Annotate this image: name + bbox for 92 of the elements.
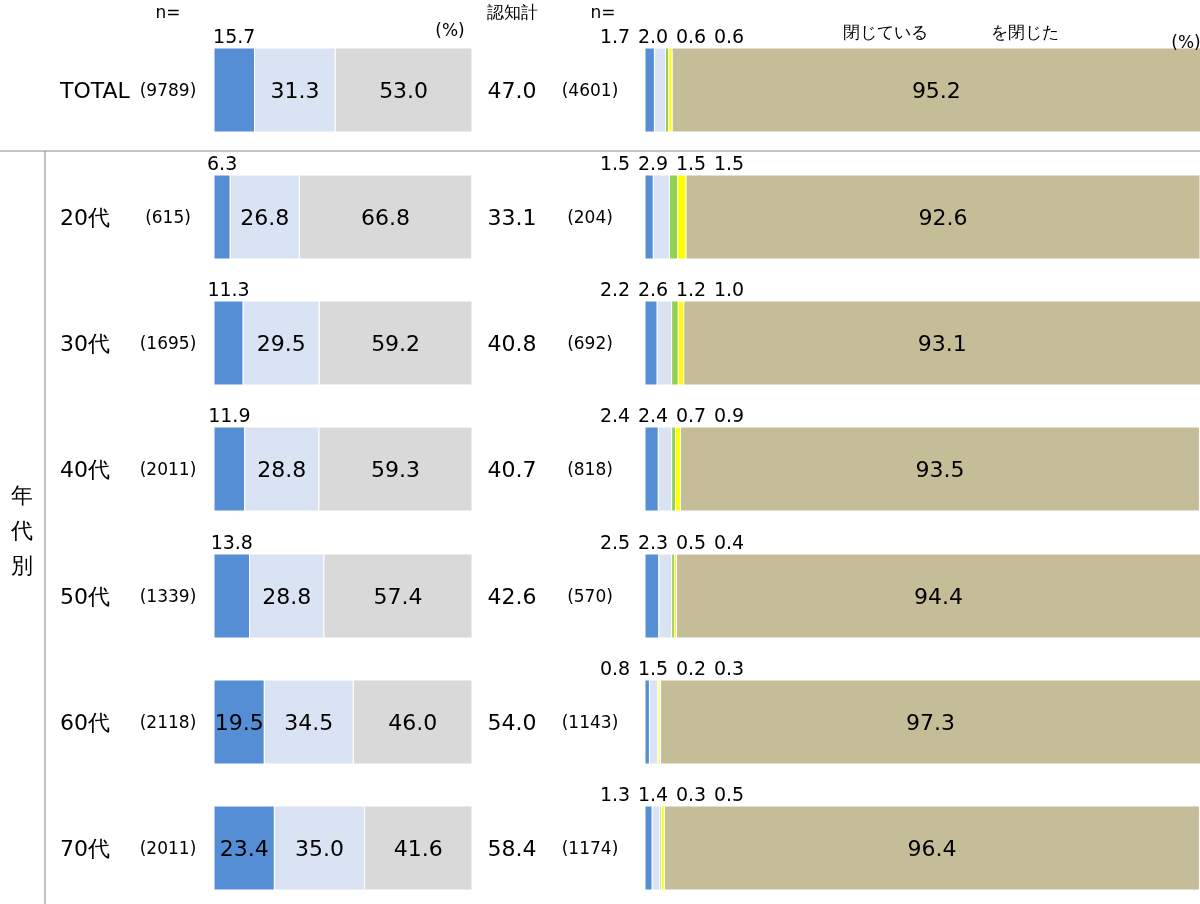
data-label: 2.0 — [637, 25, 669, 47]
text: 58.4 — [487, 835, 537, 861]
data-label: 29.5 — [256, 330, 306, 356]
text: (1174) — [561, 838, 619, 858]
data-label: 1.2 — [675, 278, 707, 300]
annotation: (%) — [435, 20, 465, 40]
data-label: 1.5 — [675, 152, 707, 174]
data-label: 0.6 — [675, 25, 707, 47]
data-label: 2.6 — [637, 278, 669, 300]
data-label: 26.8 — [240, 204, 290, 230]
data-label: 96.4 — [907, 835, 957, 861]
data-label: 1.3 — [599, 783, 631, 805]
text: (1143) — [561, 712, 619, 732]
text: 47.0 — [487, 77, 537, 103]
data-label: 0.3 — [675, 783, 707, 805]
data-label: 0.6 — [713, 25, 745, 47]
y-tick-label: 30代 — [60, 330, 110, 356]
annotation: (%) — [1171, 32, 1200, 52]
data-label: 0.5 — [675, 531, 707, 553]
data-label: 92.6 — [918, 204, 968, 230]
annotation: 閉じている — [842, 22, 928, 42]
text: 40.7 — [487, 456, 537, 482]
data-label: 2.4 — [599, 404, 631, 426]
text: (4601) — [561, 80, 619, 100]
annotation: を閉じた — [991, 22, 1059, 42]
text: 認知計 — [486, 2, 538, 22]
data-label: 46.0 — [388, 709, 438, 735]
text: (2011) — [139, 459, 197, 479]
data-label: 59.3 — [371, 456, 420, 482]
data-label: 94.4 — [914, 583, 964, 609]
text: 42.6 — [487, 583, 537, 609]
text: (692) — [567, 333, 613, 353]
data-label: 93.1 — [917, 330, 967, 356]
data-label: 28.8 — [262, 583, 312, 609]
y-tick-label: TOTAL — [59, 77, 131, 103]
data-label: 35.0 — [295, 835, 345, 861]
text: 40.8 — [487, 330, 537, 356]
data-label: 31.3 — [270, 77, 320, 103]
data-label: 0.8 — [599, 657, 631, 679]
data-label: 19.5 — [214, 709, 264, 735]
data-label: 0.7 — [675, 404, 707, 426]
y-tick-label: 50代 — [60, 583, 110, 609]
data-label: 23.4 — [219, 835, 269, 861]
data-label: 2.5 — [599, 531, 631, 553]
text: (2011) — [139, 838, 197, 858]
y-tick-label: 20代 — [60, 204, 110, 230]
data-label: 0.4 — [713, 531, 745, 553]
y-tick-label: 40代 — [60, 456, 110, 482]
y-tick-label: 60代 — [60, 709, 110, 735]
text: (9789) — [139, 80, 197, 100]
text: 54.0 — [487, 709, 537, 735]
text: (570) — [567, 586, 613, 606]
data-label: 1.4 — [637, 783, 669, 805]
text: (615) — [145, 207, 191, 227]
data-label: 1.7 — [599, 25, 631, 47]
text: n= — [155, 2, 181, 22]
text: (2118) — [139, 712, 197, 732]
data-label: 6.3 — [207, 152, 238, 174]
data-label: 53.0 — [379, 77, 429, 103]
data-label: 59.2 — [371, 330, 421, 356]
data-label: 1.5 — [637, 657, 669, 679]
y-tick-label: 70代 — [60, 835, 110, 861]
data-label: 15.7 — [213, 25, 256, 47]
data-label: 34.5 — [284, 709, 334, 735]
data-label: 95.2 — [911, 77, 961, 103]
data-label: 0.9 — [713, 404, 745, 426]
data-label: 1.5 — [599, 152, 631, 174]
data-label: 11.3 — [207, 278, 250, 300]
text: (1695) — [139, 333, 197, 353]
data-label: 1.0 — [713, 278, 745, 300]
data-label: 66.8 — [361, 204, 411, 230]
data-label: 2.3 — [637, 531, 669, 553]
data-label: 57.4 — [373, 583, 423, 609]
text: 33.1 — [487, 204, 537, 230]
data-label: 0.2 — [675, 657, 707, 679]
data-label: 97.3 — [906, 709, 956, 735]
data-label: 28.8 — [257, 456, 307, 482]
data-label: 11.9 — [208, 404, 251, 426]
text: 年代別 — [10, 482, 33, 578]
text: (204) — [567, 207, 613, 227]
data-label: 0.3 — [713, 657, 745, 679]
text: n= — [590, 2, 616, 22]
data-label: 2.2 — [599, 278, 631, 300]
data-label: 2.4 — [637, 404, 669, 426]
data-label: 2.9 — [637, 152, 669, 174]
text: (818) — [567, 459, 613, 479]
data-label: 13.8 — [210, 531, 253, 553]
data-label: 1.5 — [713, 152, 745, 174]
data-label: 93.5 — [915, 456, 965, 482]
data-label: 41.6 — [393, 835, 443, 861]
data-label: 0.5 — [713, 783, 745, 805]
text: (1339) — [139, 586, 197, 606]
